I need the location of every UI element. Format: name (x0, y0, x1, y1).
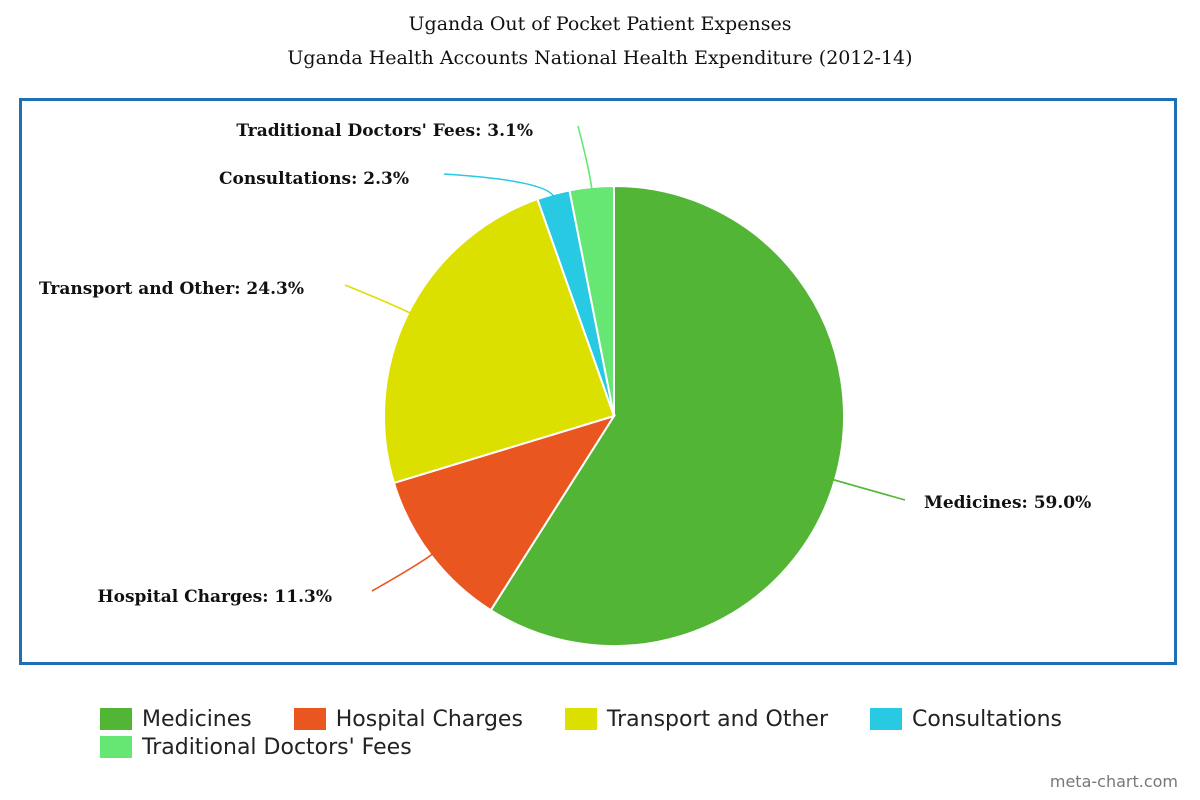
legend-row: Traditional Doctors' Fees (100, 733, 1140, 761)
legend-swatch (293, 708, 326, 730)
legend-row: Medicines Hospital Charges Transport and O… (100, 705, 1140, 733)
leader-line (577, 125, 593, 192)
legend-item[interactable]: Consultations (870, 707, 1062, 732)
plot-area-frame (19, 98, 1177, 665)
legend-label: Transport and Other (606, 706, 828, 732)
watermark: meta-chart.com (1049, 772, 1178, 791)
chart-subtitle: Uganda Health Accounts National Health E… (287, 47, 913, 69)
slice-data-label: Traditional Doctors' Fees: 3.1% (236, 121, 533, 141)
legend-item[interactable]: Transport and Other (564, 706, 828, 732)
legend-swatch (870, 708, 902, 730)
chart-title: Uganda Out of Pocket Patient Expenses (408, 13, 792, 35)
leader-line (443, 173, 556, 199)
slice-data-label: Hospital Charges: 11.3% (98, 587, 332, 607)
legend-swatch (100, 708, 132, 730)
slice-data-label: Transport and Other: 24.3% (39, 279, 304, 299)
leader-line (371, 552, 435, 592)
legend-item[interactable]: Medicines (100, 707, 252, 732)
legend-item[interactable]: Hospital Charges (293, 706, 523, 732)
legend-label: Medicines (142, 706, 252, 732)
slice-data-label: Consultations: 2.3% (219, 169, 409, 189)
legend: Medicines Hospital Charges Transport and O… (100, 705, 1140, 761)
legend-label: Consultations (912, 706, 1062, 732)
legend-label: Hospital Charges (335, 706, 523, 732)
slice-data-label: Medicines: 59.0% (924, 493, 1091, 513)
legend-swatch (564, 708, 597, 730)
legend-label: Traditional Doctors' Fees (142, 734, 412, 760)
legend-swatch (100, 736, 132, 758)
leader-line (344, 284, 413, 315)
leader-line (830, 478, 906, 501)
legend-item[interactable]: Traditional Doctors' Fees (100, 735, 412, 760)
